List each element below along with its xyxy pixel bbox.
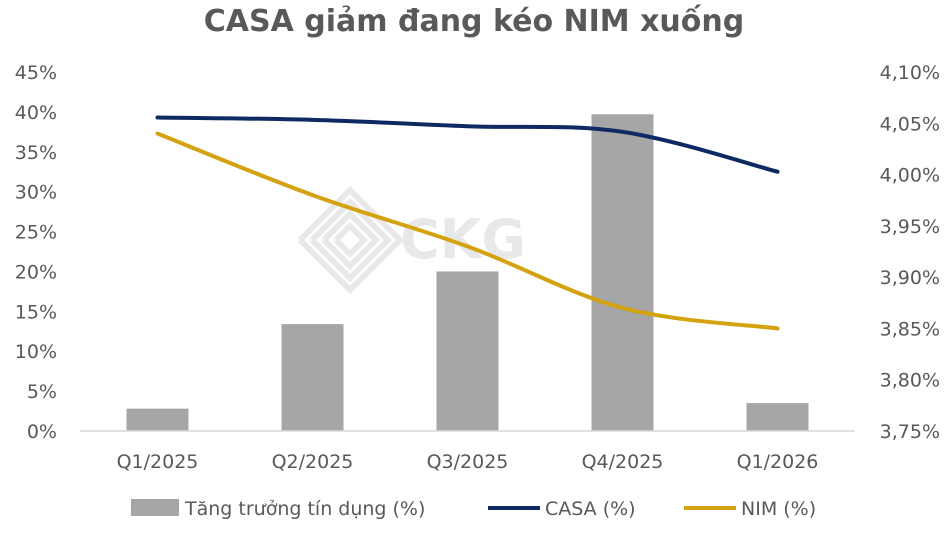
chart-title: CASA giảm đang kéo NIM xuống — [203, 4, 745, 39]
legend-label: Tăng trưởng tín dụng (%) — [184, 498, 425, 520]
x-tick-label: Q2/2025 — [272, 451, 354, 473]
left-tick-label: 20% — [15, 261, 57, 283]
x-axis: Q1/2025 Q2/2025 Q3/2025 Q4/2025 Q1/2026 — [117, 451, 819, 473]
left-tick-label: 45% — [15, 62, 57, 84]
bar — [436, 271, 499, 431]
bar — [281, 324, 344, 431]
left-tick-label: 35% — [15, 142, 57, 164]
left-tick-label: 30% — [15, 182, 57, 204]
legend-label: NIM (%) — [741, 498, 816, 520]
casa-line — [155, 115, 780, 174]
bar — [591, 114, 654, 431]
left-axis: 0% 5% 10% 15% 20% 25% 30% 35% 40% 45% — [15, 62, 57, 443]
right-tick-label: 4,00% — [880, 165, 940, 187]
right-tick-label: 3,95% — [880, 216, 940, 238]
legend-swatch-bar — [131, 499, 179, 516]
left-tick-label: 25% — [15, 222, 57, 244]
x-tick-label: Q1/2026 — [737, 451, 819, 473]
bar — [746, 403, 809, 431]
bar-series — [126, 114, 809, 431]
legend: Tăng trưởng tín dụng (%) CASA (%) NIM (%) — [131, 498, 816, 520]
x-tick-label: Q4/2025 — [582, 451, 664, 473]
left-tick-label: 15% — [15, 301, 57, 323]
left-tick-label: 10% — [15, 341, 57, 363]
right-tick-label: 3,85% — [880, 318, 940, 340]
legend-label: CASA (%) — [545, 498, 636, 520]
left-tick-label: 0% — [27, 421, 57, 443]
right-tick-label: 4,05% — [880, 113, 940, 135]
x-tick-label: Q1/2025 — [117, 451, 199, 473]
left-tick-label: 5% — [27, 381, 57, 403]
left-tick-label: 40% — [15, 102, 57, 124]
bar — [126, 408, 189, 431]
line-series — [155, 115, 780, 331]
watermark-logo-icon — [297, 185, 405, 295]
right-tick-label: 3,80% — [880, 370, 940, 392]
nim-line — [155, 131, 780, 331]
right-tick-label: 3,75% — [880, 421, 940, 443]
right-tick-label: 3,90% — [880, 267, 940, 289]
x-tick-label: Q3/2025 — [427, 451, 509, 473]
right-axis: 3,75% 3,80% 3,85% 3,90% 3,95% 4,00% 4,05% 4,10% — [880, 62, 940, 443]
right-tick-label: 4,10% — [880, 62, 940, 84]
